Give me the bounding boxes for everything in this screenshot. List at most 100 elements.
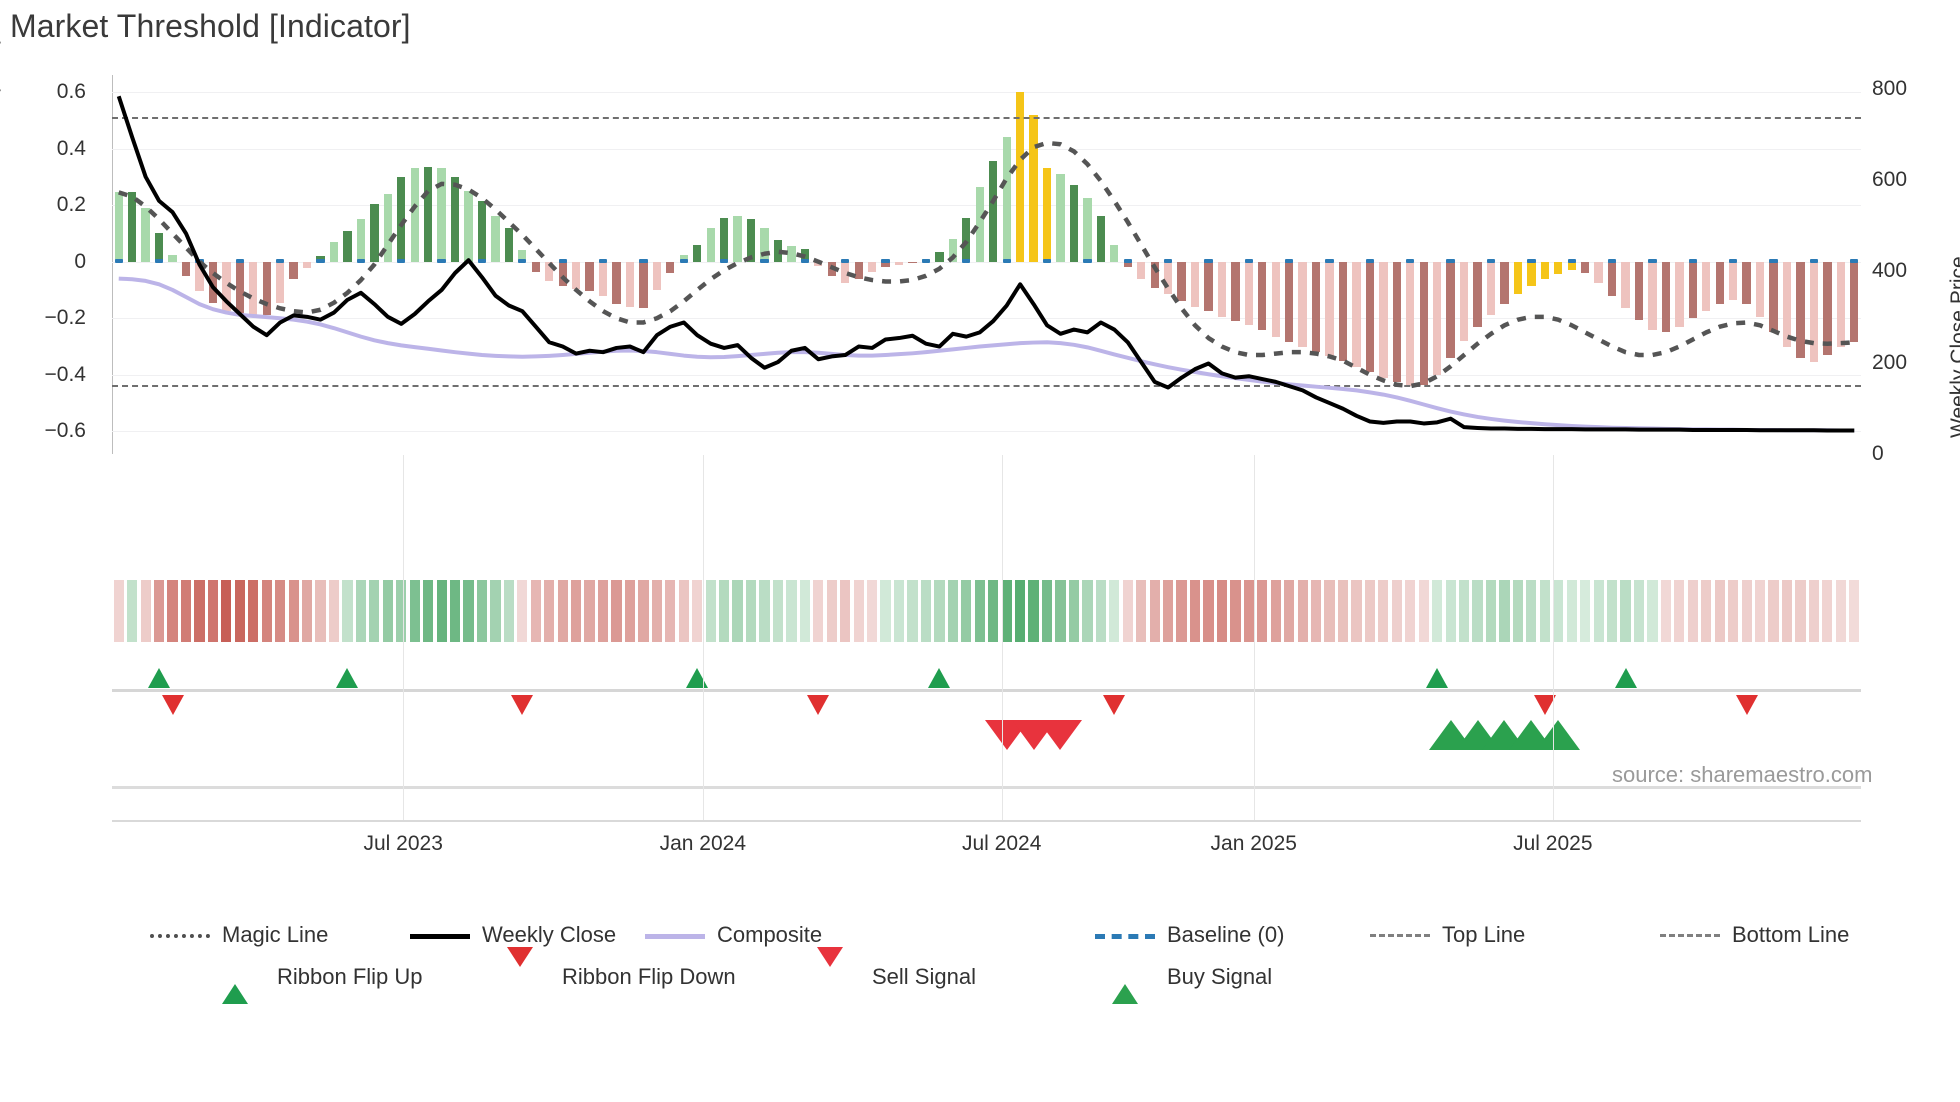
ribbon-cell	[1163, 580, 1174, 642]
legend-row-lines: Magic Line Weekly Close Composite Baseline …	[0, 915, 1960, 955]
composite-bar	[141, 207, 150, 262]
legend-item-label: Baseline (0)	[1167, 922, 1285, 947]
ribbon-cell	[1189, 580, 1201, 642]
composite-bar	[962, 217, 971, 262]
x-gridline-0	[403, 455, 405, 820]
legend-item[interactable]: Buy Signal	[1095, 957, 1272, 1004]
composite-bar	[1231, 261, 1240, 322]
ribbon-cell	[396, 580, 407, 642]
ribbon-cell	[1606, 580, 1618, 642]
y-tick-right-4: 0	[1872, 442, 1884, 465]
ribbon-cell	[1405, 580, 1416, 642]
composite-bar	[571, 261, 581, 289]
ribbon-cell	[597, 580, 609, 642]
legend-swatch-line	[410, 934, 470, 939]
ribbon-flip-up-marker	[148, 668, 171, 688]
ribbon-cell	[517, 580, 528, 642]
ribbon-cell	[1768, 580, 1779, 642]
baseline-segment	[1688, 258, 1697, 263]
composite-bar	[531, 261, 540, 272]
baseline-segment	[841, 258, 850, 263]
legend-item[interactable]: Top Line	[1370, 915, 1525, 955]
ribbon-cell	[651, 580, 662, 642]
ribbon-cell	[1566, 580, 1577, 642]
ribbon-flip-up-marker	[336, 668, 359, 688]
composite-bar	[1029, 114, 1038, 262]
composite-bar	[168, 255, 177, 262]
ribbon-cell	[947, 580, 958, 642]
bottom-divider	[112, 820, 1861, 822]
ribbon-cell	[880, 580, 891, 642]
legend-item[interactable]: Baseline (0)	[1095, 915, 1284, 955]
ribbon-cell	[275, 580, 286, 642]
composite-bar	[639, 261, 648, 309]
composite-bar	[1083, 198, 1092, 262]
ribbon-flip-down-marker	[1735, 695, 1758, 715]
legend-item[interactable]: Composite	[645, 915, 822, 955]
composite-bar	[773, 240, 783, 262]
ribbon-cell	[544, 580, 555, 642]
legend-item[interactable]: Sell Signal	[800, 947, 976, 997]
baseline-segment	[1244, 258, 1253, 263]
ribbon-cell	[1311, 580, 1322, 642]
top-line	[112, 117, 1861, 120]
x-tick-4: Jul 2025	[1513, 832, 1593, 855]
baseline-segment	[316, 258, 325, 263]
composite-bar	[746, 219, 756, 262]
legend-triangle-down-swatch	[490, 947, 550, 987]
ribbon-cell	[1216, 580, 1228, 642]
composite-bar	[612, 261, 621, 305]
ribbon-cell	[1055, 580, 1066, 642]
composite-bar	[302, 261, 312, 268]
triangle-up-icon	[1112, 967, 1138, 1004]
composite-bar	[356, 219, 366, 262]
legend-item[interactable]: Ribbon Flip Up	[205, 957, 423, 1004]
legend-item[interactable]: Bottom Line	[1660, 915, 1849, 955]
ribbon-cell	[530, 580, 541, 642]
legend-item[interactable]: Ribbon Flip Down	[490, 947, 736, 997]
legend-swatch-line	[150, 934, 210, 938]
ribbon-cell	[355, 580, 366, 642]
composite-bar	[948, 239, 958, 262]
ribbon-cell	[1499, 580, 1510, 642]
baseline-segment	[1163, 258, 1173, 263]
ribbon-flip-markers	[112, 655, 1861, 725]
ribbon-cell	[1095, 580, 1106, 642]
composite-bar	[1042, 168, 1052, 262]
composite-bar	[1352, 261, 1361, 367]
ribbon-cell	[893, 580, 905, 642]
ribbon-cell	[1445, 580, 1456, 642]
composite-bar	[1258, 261, 1267, 330]
ribbon-cell	[1539, 580, 1550, 642]
ribbon-cell	[369, 580, 380, 642]
ribbon-flip-down-marker	[1533, 695, 1556, 715]
baseline-segment	[1325, 258, 1334, 263]
ribbon-cell	[840, 580, 851, 642]
composite-bar	[289, 261, 298, 279]
composite-bar	[719, 217, 729, 262]
ribbon-cell	[920, 580, 932, 642]
gridline-4	[112, 318, 1861, 320]
legend-item[interactable]: Weekly Close	[410, 915, 616, 955]
legend-item[interactable]: Magic Line	[150, 915, 328, 955]
composite-bar	[1809, 261, 1819, 363]
x-tick-1: Jan 2024	[659, 832, 747, 855]
ribbon-flip-down-marker	[161, 695, 184, 715]
composite-bar	[867, 261, 877, 272]
composite-bar	[666, 261, 675, 273]
composite-bar	[1796, 261, 1805, 358]
composite-bar	[1433, 261, 1442, 375]
composite-bar	[450, 176, 460, 262]
ribbon-cell	[745, 580, 757, 642]
ribbon-cell	[1418, 580, 1429, 642]
composite-bar	[1702, 261, 1711, 312]
ribbon-flip-down-marker	[511, 695, 534, 715]
ribbon-cell	[1028, 580, 1039, 642]
ribbon-cell	[1203, 580, 1214, 642]
composite-bar	[1836, 261, 1845, 347]
composite-bar	[1163, 261, 1173, 295]
legend: Magic Line Weekly Close Composite Baseline …	[0, 915, 1960, 1004]
ribbon-cell	[867, 580, 878, 642]
composite-bar	[1123, 261, 1132, 267]
ribbon-cell	[1660, 580, 1672, 642]
